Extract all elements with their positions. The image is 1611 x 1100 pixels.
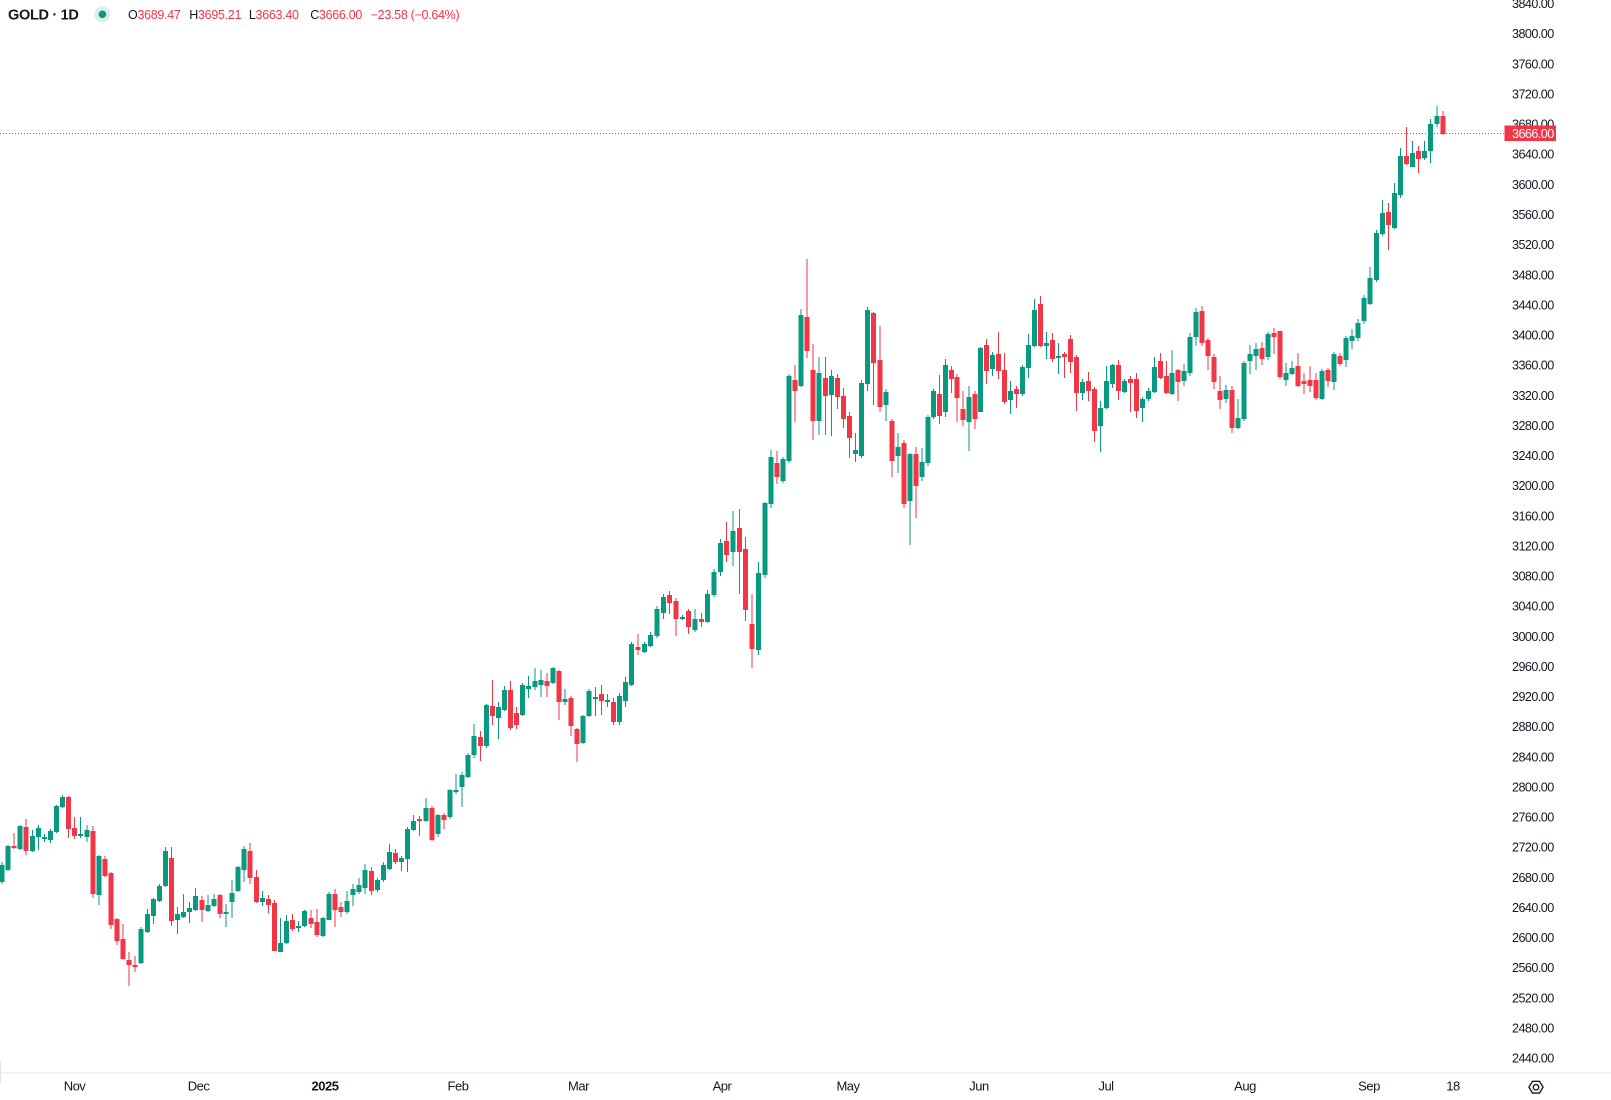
svg-text:3400.00: 3400.00: [1512, 329, 1554, 343]
svg-text:Jun: Jun: [969, 1079, 989, 1094]
svg-text:3666.00: 3666.00: [1512, 127, 1554, 141]
svg-text:3800.00: 3800.00: [1512, 27, 1554, 41]
svg-text:3000.00: 3000.00: [1512, 630, 1554, 644]
svg-text:2440.00: 2440.00: [1512, 1052, 1554, 1066]
svg-text:3320.00: 3320.00: [1512, 389, 1554, 403]
svg-text:2480.00: 2480.00: [1512, 1022, 1554, 1036]
svg-text:2025: 2025: [312, 1079, 339, 1094]
svg-text:Apr: Apr: [713, 1079, 733, 1094]
svg-text:3520.00: 3520.00: [1512, 238, 1554, 252]
svg-text:3080.00: 3080.00: [1512, 570, 1554, 584]
svg-text:3160.00: 3160.00: [1512, 509, 1554, 523]
svg-text:Dec: Dec: [188, 1079, 211, 1094]
svg-text:GOLD · 1D: GOLD · 1D: [8, 7, 79, 23]
svg-text:3560.00: 3560.00: [1512, 208, 1554, 222]
svg-text:2760.00: 2760.00: [1512, 811, 1554, 825]
svg-text:May: May: [836, 1079, 860, 1094]
svg-text:Jul: Jul: [1098, 1079, 1114, 1094]
svg-text:Sep: Sep: [1358, 1079, 1380, 1094]
svg-text:2600.00: 2600.00: [1512, 931, 1554, 945]
svg-text:2680.00: 2680.00: [1512, 871, 1554, 885]
svg-text:3640.00: 3640.00: [1512, 148, 1554, 162]
svg-text:2640.00: 2640.00: [1512, 901, 1554, 915]
svg-text:Mar: Mar: [568, 1079, 590, 1094]
svg-text:2880.00: 2880.00: [1512, 720, 1554, 734]
svg-text:3040.00: 3040.00: [1512, 600, 1554, 614]
svg-text:2920.00: 2920.00: [1512, 690, 1554, 704]
svg-text:3840.00: 3840.00: [1512, 0, 1554, 11]
svg-text:3760.00: 3760.00: [1512, 57, 1554, 71]
svg-text:3600.00: 3600.00: [1512, 178, 1554, 192]
svg-text:2520.00: 2520.00: [1512, 991, 1554, 1005]
svg-text:2720.00: 2720.00: [1512, 841, 1554, 855]
svg-text:2800.00: 2800.00: [1512, 780, 1554, 794]
svg-text:18: 18: [1446, 1079, 1460, 1094]
svg-text:3720.00: 3720.00: [1512, 88, 1554, 102]
svg-text:2960.00: 2960.00: [1512, 660, 1554, 674]
svg-text:3440.00: 3440.00: [1512, 298, 1554, 312]
svg-text:3240.00: 3240.00: [1512, 449, 1554, 463]
svg-text:3120.00: 3120.00: [1512, 539, 1554, 553]
svg-text:3280.00: 3280.00: [1512, 419, 1554, 433]
svg-text:3200.00: 3200.00: [1512, 479, 1554, 493]
svg-text:Aug: Aug: [1234, 1079, 1256, 1094]
svg-text:2560.00: 2560.00: [1512, 961, 1554, 975]
svg-text:Feb: Feb: [448, 1079, 469, 1094]
svg-text:3480.00: 3480.00: [1512, 268, 1554, 282]
svg-text:2840.00: 2840.00: [1512, 750, 1554, 764]
svg-text:3360.00: 3360.00: [1512, 359, 1554, 373]
svg-text:Nov: Nov: [64, 1079, 87, 1094]
